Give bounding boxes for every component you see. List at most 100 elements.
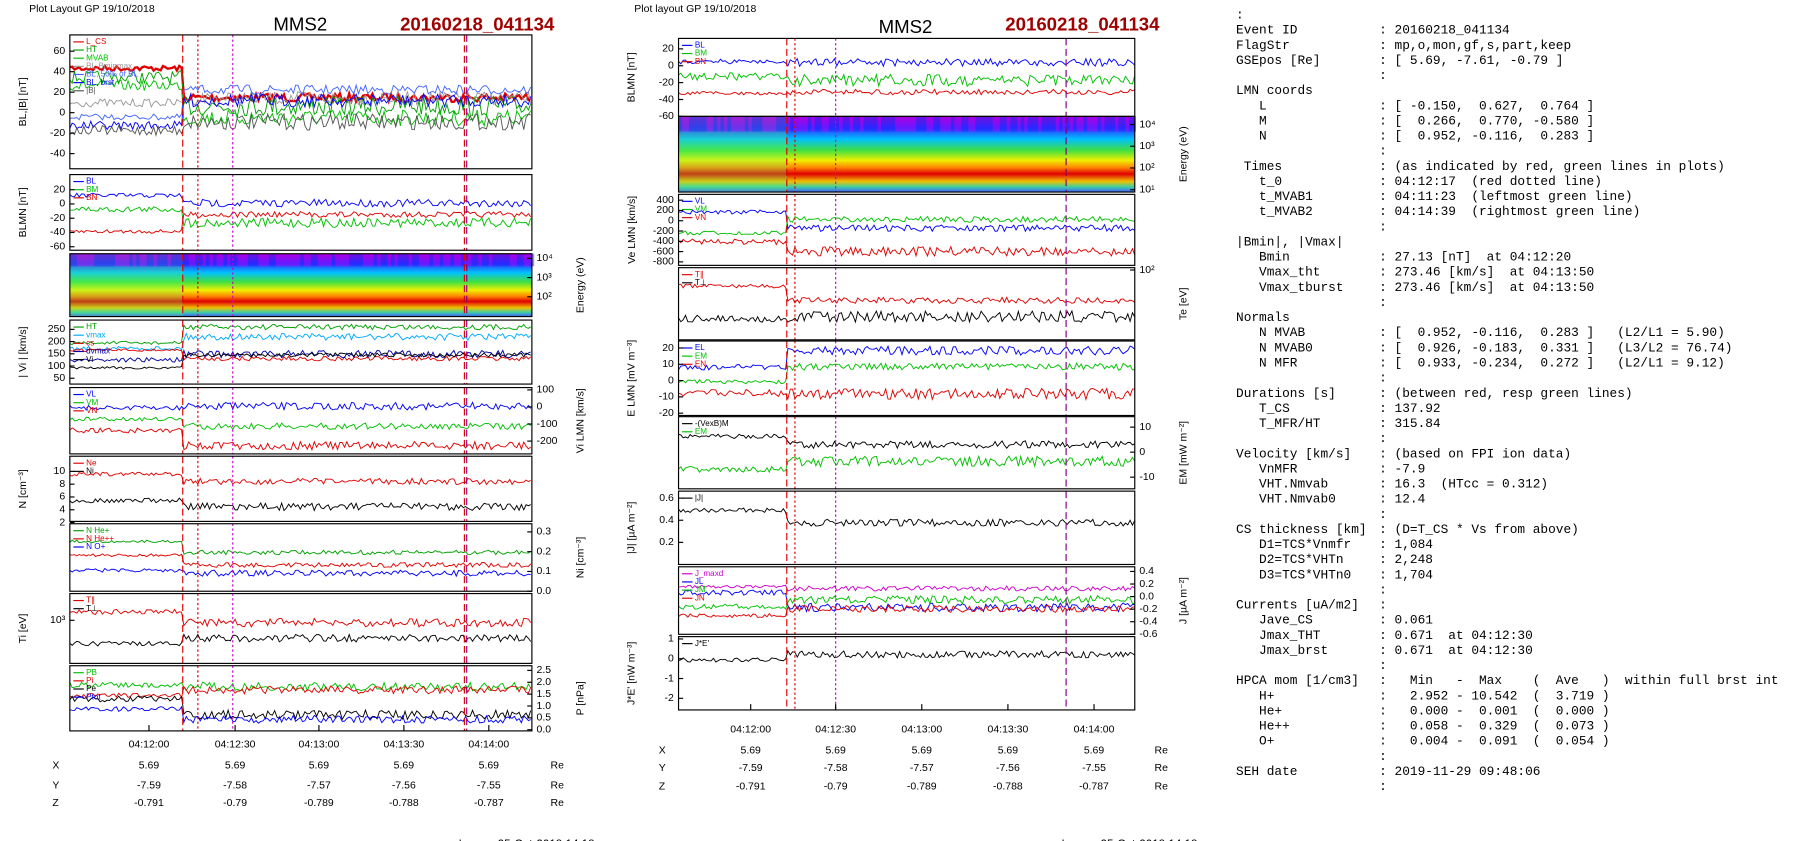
spectrogram-speckle <box>734 116 738 132</box>
tick-label: 10⁴ <box>537 253 553 264</box>
spectrogram-speckle <box>1073 116 1077 132</box>
spectrogram-speckle <box>863 116 868 132</box>
spectrogram-speckle <box>964 116 969 132</box>
summary-value: : 2.952 - 10.542 ( 3.719 ) <box>1379 688 1609 703</box>
spectrogram-speckle <box>419 253 423 267</box>
trace <box>69 471 531 486</box>
spectrogram-speckle <box>1128 116 1133 132</box>
legend-label: EN <box>695 359 706 368</box>
trace <box>678 584 1136 592</box>
spectrogram-speckle <box>954 116 958 132</box>
summary-label: Durations [s] <box>1236 386 1336 401</box>
legend-label: Pi <box>86 676 93 685</box>
summary-value: : 12.4 <box>1379 492 1425 507</box>
summary-label: Jmax_brst <box>1236 643 1328 658</box>
spectrogram-speckle <box>157 253 161 267</box>
panel-frame <box>69 173 533 251</box>
spectrogram-speckle <box>779 116 784 132</box>
summary-label: Vmax_tht <box>1236 265 1320 280</box>
spectrogram-speckle <box>83 253 88 267</box>
spectrogram-speckle <box>1020 116 1025 132</box>
summary-value: : 2,248 <box>1379 552 1433 567</box>
tick-label: 10² <box>537 292 553 303</box>
summary-label: LMN coords <box>1236 83 1313 98</box>
spectrogram-speckle <box>446 253 451 267</box>
spectrogram-speckle <box>999 116 1004 132</box>
position-cell: Re <box>551 780 565 791</box>
panel-frame <box>677 193 1136 266</box>
position-cell: X <box>52 761 59 772</box>
spectrogram-speckle <box>996 116 1000 132</box>
tick-label: 0.0 <box>537 586 552 597</box>
spectrogram-speckle <box>73 253 77 267</box>
trace <box>69 348 531 363</box>
axis-label: | Vi | [km/s] <box>18 326 29 377</box>
summary-label: GSEpos [Re] <box>1236 53 1320 68</box>
panel: T∥T⊥ 10³ Ti [eV] <box>18 592 533 664</box>
trace <box>678 604 1135 619</box>
spectrogram-speckle <box>1104 116 1109 132</box>
spectrogram-speckle <box>891 116 896 132</box>
spectrogram-speckle <box>1087 116 1091 132</box>
tick-label: 200 <box>48 336 66 347</box>
axis-label: Energy (eV) <box>1178 126 1189 182</box>
summary-value: : (as indicated by red, green lines in p… <box>1379 159 1725 174</box>
spectrogram-speckle <box>408 253 413 267</box>
spectrogram-speckle <box>356 253 360 267</box>
spectrogram-speckle <box>485 253 489 267</box>
tick-label: 0 <box>668 654 674 665</box>
tick-label: 0 <box>668 375 674 386</box>
trace <box>678 209 1135 233</box>
tick-label: 0.1 <box>537 566 552 577</box>
spectrogram-speckle <box>793 116 798 132</box>
axis-label: J*E' [nW m⁻³] <box>627 642 638 705</box>
axis-label: |J| [µA m⁻²] <box>627 501 638 554</box>
spectrogram-speckle <box>118 253 123 267</box>
legend-label: BL, brst <box>86 78 115 87</box>
panel-frame <box>69 386 533 455</box>
position-cell: -7.58 <box>824 763 848 774</box>
axis-label: Te [eV] <box>1178 287 1189 320</box>
tick-label: -2 <box>665 693 674 704</box>
spectrogram-speckle <box>1013 116 1018 132</box>
position-cell: Z <box>52 798 59 809</box>
position-cell: 5.69 <box>825 745 846 756</box>
trace <box>678 507 1136 528</box>
spectrogram-speckle <box>401 253 406 267</box>
spectrogram-speckle <box>842 116 847 132</box>
summary-label: FlagStr <box>1236 38 1290 53</box>
position-cell: Z <box>659 782 666 793</box>
tick-label: 10 <box>1139 422 1151 433</box>
spectrogram-speckle <box>870 116 875 132</box>
spectrogram-speckle <box>363 253 367 267</box>
spectrogram-speckle <box>884 116 889 132</box>
tick-label: 60 <box>54 46 66 57</box>
legend-label: EM <box>695 351 707 360</box>
tick-label: 10² <box>1139 265 1155 276</box>
spectrogram-speckle <box>881 116 885 132</box>
panel: 10⁴ 10³ 10² Energy (eV) <box>69 253 587 318</box>
summary-label: t_MVAB1 <box>1236 189 1313 204</box>
spectrogram-speckle <box>828 116 833 132</box>
legend-label: HT <box>86 322 97 331</box>
summary-label: CS thickness [km] <box>1236 522 1367 537</box>
spectrogram-speckle <box>160 253 165 267</box>
spectrogram-speckle <box>432 253 437 267</box>
spectrogram-speckle <box>349 253 353 267</box>
spectrogram-speckle <box>730 116 735 132</box>
position-cell: Re <box>551 798 565 809</box>
legend-label: VM <box>695 205 707 214</box>
spectrogram-speckle <box>716 116 721 132</box>
tick-label: 150 <box>48 349 66 360</box>
legend-label: Pe <box>86 684 96 693</box>
spectrogram-speckle <box>492 253 496 267</box>
panel-frame <box>677 490 1136 566</box>
summary-value: : <box>1379 144 1387 159</box>
trace <box>678 362 1135 385</box>
spectrogram-speckle <box>153 253 158 267</box>
spectrogram-speckle <box>1101 116 1105 132</box>
header: Plot Layout GP 19/10/2018 <box>29 4 155 15</box>
tick-label: 10 <box>54 466 66 477</box>
